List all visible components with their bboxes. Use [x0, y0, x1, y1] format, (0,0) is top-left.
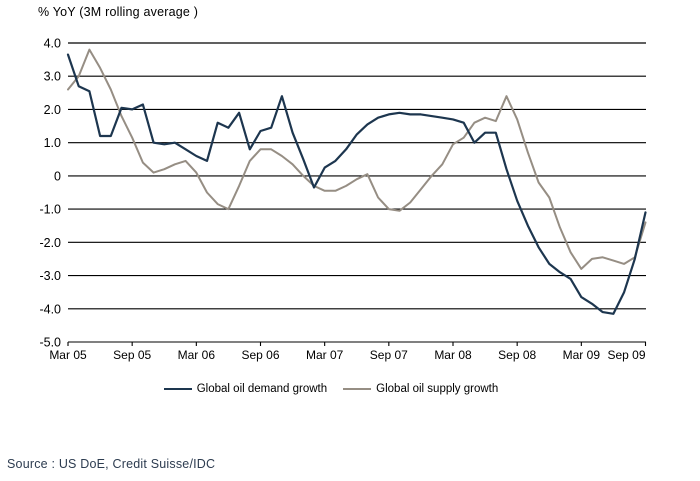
x-tick-label: Mar 05 — [49, 348, 87, 362]
source-note: Source : US DoE, Credit Suisse/IDC — [7, 457, 216, 471]
chart-title: % YoY (3M rolling average ) — [38, 5, 199, 19]
x-tick-label: Sep 06 — [241, 348, 279, 362]
demand-series-line — [66, 53, 647, 315]
legend-item-demand: Global oil demand growth — [163, 383, 328, 395]
x-tick-label: Mar 07 — [306, 348, 344, 362]
x-tick-label: Sep 08 — [498, 348, 536, 362]
x-tick-label: Mar 06 — [178, 348, 216, 362]
legend-label-supply: Global oil supply growth — [376, 383, 499, 395]
x-tick-label: Sep 09 — [607, 348, 645, 362]
y-tick-label: -3.0 — [39, 269, 61, 283]
legend-label-demand: Global oil demand growth — [196, 383, 328, 395]
y-tick-label: 4.0 — [44, 37, 61, 51]
y-tick-label: 3.0 — [44, 70, 61, 84]
y-tick-label: 1.0 — [44, 136, 61, 150]
y-tick-label: -2.0 — [39, 236, 61, 250]
supply-series-line — [67, 48, 647, 270]
x-tick-label: Sep 05 — [113, 348, 151, 362]
y-tick-label: 0 — [54, 169, 61, 183]
legend-item-supply: Global oil supply growth — [343, 383, 498, 395]
y-tick-label: -1.0 — [39, 203, 61, 217]
y-tick-label: 2.0 — [44, 103, 61, 117]
y-tick-label: -4.0 — [39, 302, 61, 316]
x-tick-label: Sep 07 — [370, 348, 408, 362]
x-tick-label: Mar 09 — [563, 348, 601, 362]
x-tick-label: Mar 08 — [434, 348, 472, 362]
supply-line-swatch — [343, 388, 372, 390]
y-tick-label: -5.0 — [39, 335, 61, 349]
demand-line-swatch — [163, 388, 192, 390]
chart-legend: Global oil demand growth Global oil supp… — [0, 383, 662, 395]
